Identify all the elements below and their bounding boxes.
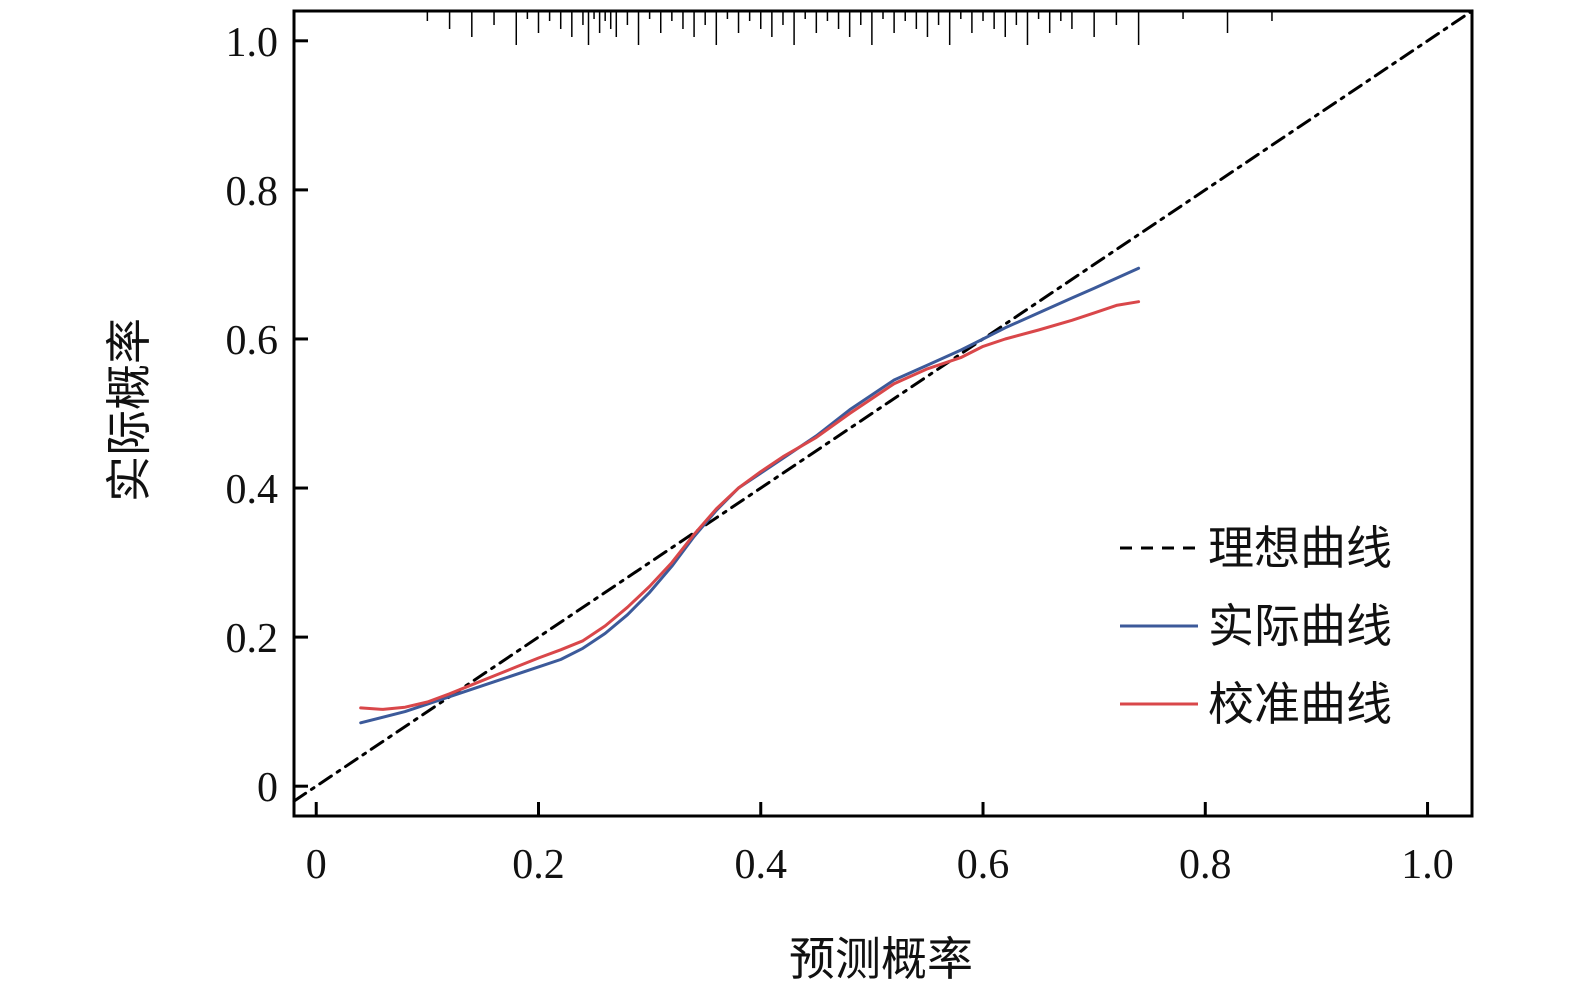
series-line-2 xyxy=(359,300,1141,711)
x-tick-label: 0.4 xyxy=(735,842,788,888)
series-group xyxy=(292,9,1474,803)
x-axis-ticks: 0 0.2 0.4 0.6 0.8 1.0 xyxy=(306,802,1454,888)
x-tick-label: 0.2 xyxy=(512,842,565,888)
x-tick-label: 0.8 xyxy=(1179,842,1232,888)
y-tick-label: 0.4 xyxy=(226,467,279,513)
y-tick-label: 0.2 xyxy=(226,616,279,662)
legend-label-calibration: 校准曲线 xyxy=(1208,677,1392,731)
y-tick-label: 0 xyxy=(257,765,278,811)
y-tick-label: 0.6 xyxy=(226,318,279,364)
x-tick-label: 0 xyxy=(306,842,327,888)
x-axis-title: 预测概率 xyxy=(789,932,973,986)
y-axis-ticks: 0 0.2 0.4 0.6 0.8 1.0 xyxy=(226,20,308,811)
y-tick-label: 1.0 xyxy=(226,20,279,66)
legend-label-ideal: 理想曲线 xyxy=(1208,521,1392,575)
x-tick-label: 0.6 xyxy=(957,842,1010,888)
rug-marks xyxy=(426,11,1273,45)
legend: 理想曲线 实际曲线 校准曲线 xyxy=(1120,521,1392,731)
series-line-0 xyxy=(292,9,1474,803)
x-tick-label: 1.0 xyxy=(1401,842,1454,888)
y-axis-title: 实际概率 xyxy=(102,318,156,502)
legend-label-actual: 实际曲线 xyxy=(1208,599,1392,653)
y-tick-label: 0.8 xyxy=(226,169,279,215)
